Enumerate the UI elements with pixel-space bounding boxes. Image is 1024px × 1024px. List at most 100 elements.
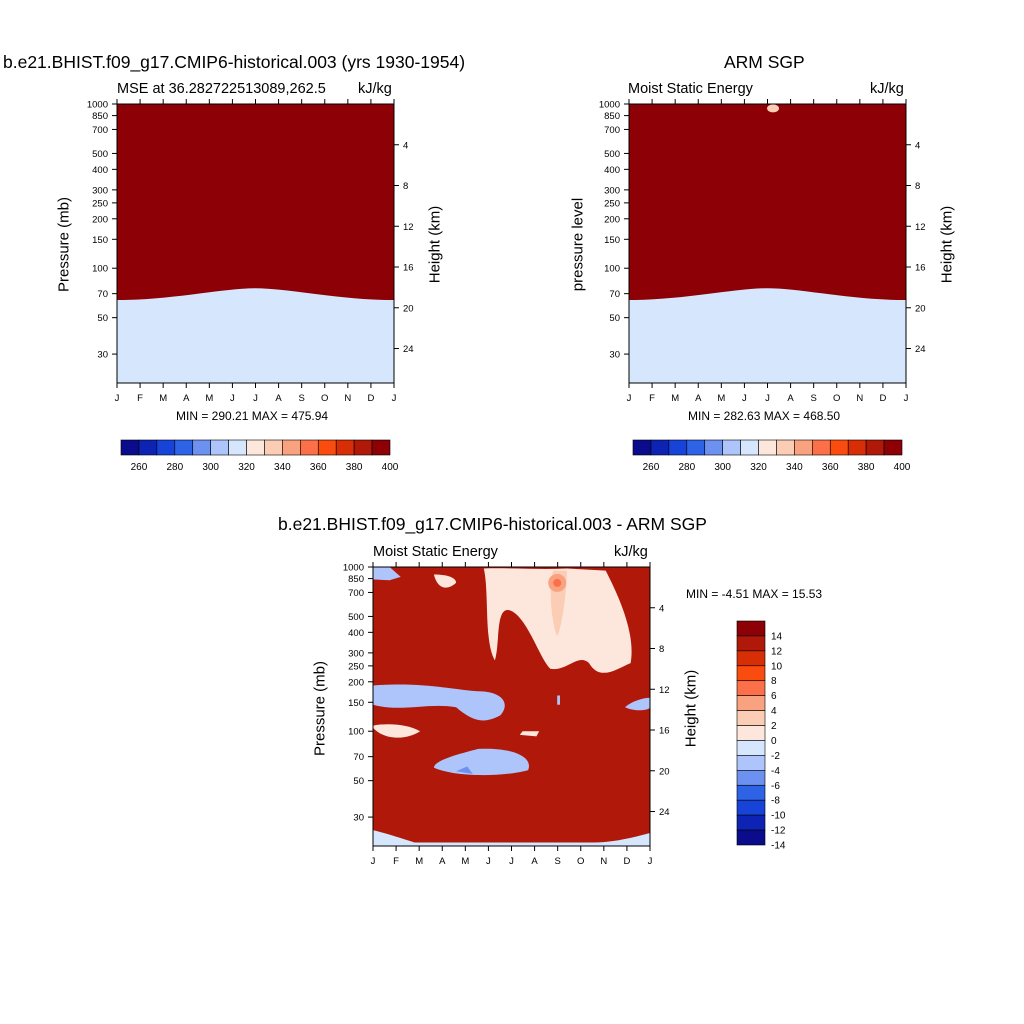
panel1-mtick-label-5: J (230, 393, 235, 404)
panel1-colorbar-box-1 (138, 439, 158, 456)
panel1-ptick-label-12: 1000 (87, 100, 108, 111)
panel3-units: kJ/kg (614, 544, 648, 560)
panel1-colorbar-box-10 (300, 439, 319, 456)
panel2-colorbar-box-2 (668, 439, 688, 456)
panel3-ptick-label-7: 300 (348, 648, 364, 659)
panel2-ptick-label-8: 400 (604, 165, 620, 176)
panel1-colorbar-box-6 (228, 439, 247, 456)
panel1-colorbar-box-2 (156, 439, 176, 456)
panel3-pos-core-inner (553, 578, 562, 587)
panel2-mtick-label-2: M (671, 393, 679, 404)
panel2-mtick-label-9: O (833, 393, 840, 404)
panel3-htick-label-3: 12 (659, 685, 670, 696)
panel3-colorbar-label-11: -8 (771, 796, 780, 807)
panel1-strat-band-7 (117, 104, 394, 301)
panel2-colorbar-box-4 (704, 439, 723, 456)
panel2-htick-label-1: 20 (915, 303, 926, 314)
panel3-ptick-label-3: 100 (348, 727, 364, 738)
panel1-mtick-label-10: N (344, 393, 351, 404)
panel3-htick-label-2: 16 (659, 726, 670, 737)
panel2-htick-label-2: 16 (915, 263, 926, 274)
panel2-colorbar-box-7 (758, 439, 777, 456)
panel2-colorbar-box-11 (829, 439, 849, 456)
panel1-left-subtitle: MSE at 36.282722513089,262.5 (117, 81, 326, 97)
panel1-mtick-label-12: J (392, 393, 397, 404)
panel2-strat-band-7 (629, 104, 906, 301)
panel2-ptick-label-1: 50 (609, 313, 620, 324)
panel1-ptick-label-2: 70 (97, 289, 108, 300)
panel2-ylabel: pressure level (569, 197, 587, 292)
panel2-mtick-label-1: F (649, 393, 655, 404)
panel3-colorbar-box-3 (736, 665, 766, 682)
panel3-mtick-label-7: A (531, 856, 538, 867)
panel3-colorbar-box-4 (736, 680, 766, 696)
panel1-ptick-label-3: 100 (92, 264, 108, 275)
panel2-ptick-label-7: 300 (604, 185, 620, 196)
panel2-mtick-label-0: J (627, 393, 632, 404)
panel1-htick-label-2: 16 (403, 263, 414, 274)
panel1-colorbar-box-5 (210, 439, 229, 456)
panel3-colorbar-label-8: -2 (771, 751, 780, 762)
panel3-pos-upper-mid (519, 731, 540, 737)
panel3-mtick-label-10: N (600, 856, 607, 867)
panel1-colorbar-box-14 (371, 439, 391, 456)
panel1-mtick-label-0: J (115, 393, 120, 404)
panel1-colorbar-box-11 (317, 439, 337, 456)
panel3-ptick-label-6: 250 (348, 661, 364, 672)
panel2-ptick-label-10: 700 (604, 125, 620, 136)
panel2-colorbar-box-3 (686, 439, 706, 456)
panel1-colorbar-box-0 (120, 439, 140, 456)
panel1-colorbar-label-7: 400 (382, 462, 399, 473)
panel2-mtick-label-7: A (787, 393, 794, 404)
panel3-neg-upper-core (456, 766, 473, 774)
panel2-mtick-label-12: J (904, 393, 909, 404)
panel2-mtick-label-5: J (742, 393, 747, 404)
panel2-colorbar-label-3: 320 (750, 462, 767, 473)
panel3-htick-label-0: 24 (659, 807, 670, 818)
panel3-mtick-label-0: J (371, 856, 376, 867)
panel1-ptick-label-1: 50 (97, 313, 108, 324)
panel1-colorbar-box-4 (192, 439, 211, 456)
panel3-left-subtitle: Moist Static Energy (373, 544, 498, 560)
panel2-ylabel-right: Height (km) (938, 205, 956, 284)
panel2-colorbar-label-5: 360 (822, 462, 839, 473)
panel1-mtick-label-2: M (159, 393, 167, 404)
panel2-colorbar-box-1 (650, 439, 670, 456)
panel3-htick-label-4: 8 (659, 644, 664, 655)
panel3-colorbar-box-5 (736, 695, 766, 711)
panel3-colorbar-label-14: -14 (771, 841, 786, 852)
panel1-colorbar-label-1: 280 (166, 462, 183, 473)
panel2-colorbar-label-1: 280 (678, 462, 695, 473)
panel1-htick-label-3: 12 (403, 222, 414, 233)
panel1-colorbar-box-12 (335, 439, 355, 456)
panel1-ptick-label-10: 700 (92, 125, 108, 136)
panel3-mtick-label-12: J (648, 856, 653, 867)
panel3-mtick-label-6: J (509, 856, 514, 867)
panel1-colorbar-box-8 (264, 439, 283, 456)
panel1-colorbar-label-0: 260 (131, 462, 148, 473)
panel3-ylabel-right: Height (km) (682, 669, 700, 748)
panel3-ptick-label-4: 150 (348, 698, 364, 709)
panel2-colorbar-box-6 (740, 439, 759, 456)
panel3-pos-upper-left (373, 724, 421, 738)
panel1-colorbar-label-5: 360 (310, 462, 327, 473)
panel3-pos-lower-left (433, 574, 457, 588)
panel3-title: b.e21.BHIST.f09_g17.CMIP6-historical.003… (278, 514, 707, 534)
panel2-mtick-label-8: S (810, 393, 816, 404)
panel2-ptick-label-3: 100 (604, 264, 620, 275)
panel3-neg-mid-right (625, 697, 650, 711)
panel1-ptick-label-7: 300 (92, 185, 108, 196)
panel2-ptick-label-4: 150 (604, 235, 620, 246)
panel3-mtick-label-3: A (439, 856, 446, 867)
panel1-ptick-label-6: 250 (92, 198, 108, 209)
panel2-colorbar-box-14 (883, 439, 903, 456)
panel1-colorbar-box-3 (174, 439, 194, 456)
panel3-colorbar-box-6 (736, 710, 766, 726)
panel2-colorbar-box-10 (812, 439, 831, 456)
panel3-neg-surface-left (373, 567, 401, 581)
panel3-mtick-label-5: J (486, 856, 491, 867)
panel2-colorbar-label-2: 300 (714, 462, 731, 473)
panel2-colorbar-label-4: 340 (786, 462, 803, 473)
panel2-left-subtitle: Moist Static Energy (628, 81, 753, 97)
